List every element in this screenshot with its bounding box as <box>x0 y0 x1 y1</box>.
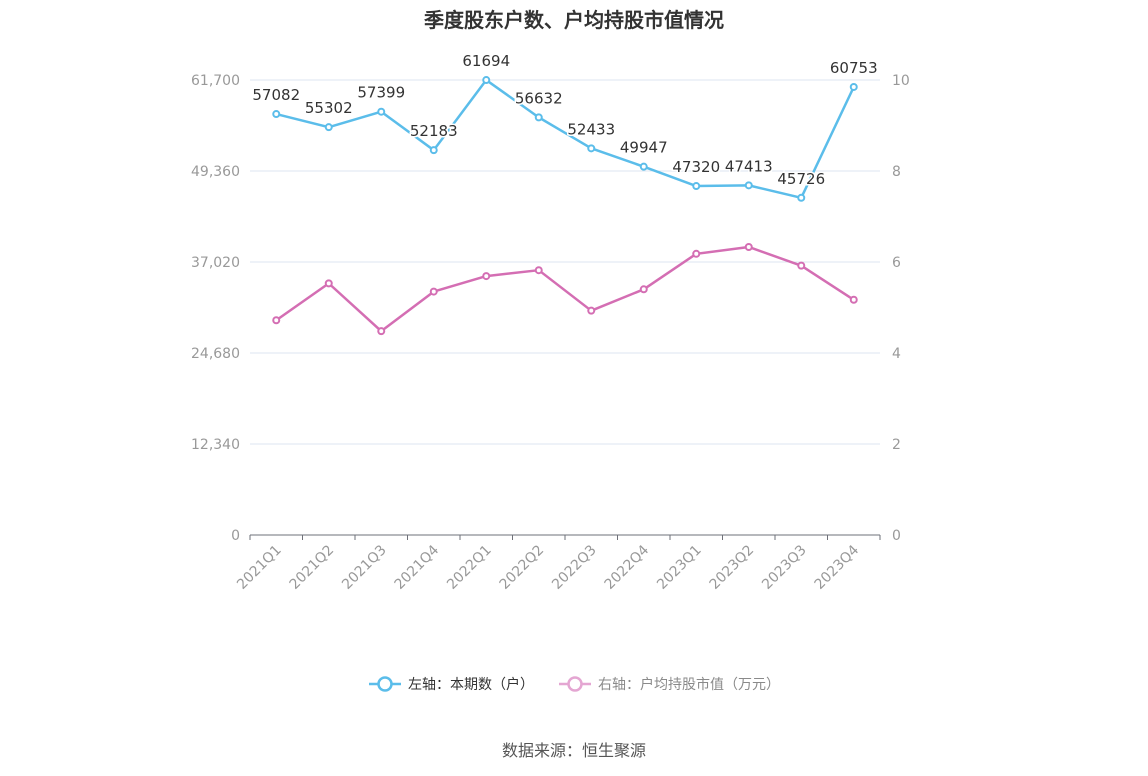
data-point-right <box>324 279 333 288</box>
x-tick-label: 2022Q4 <box>602 542 653 593</box>
source-note: 数据来源：恒生聚源 <box>501 741 646 760</box>
data-point-left <box>744 181 753 190</box>
data-point-left <box>272 110 281 119</box>
data-point-left <box>639 162 648 171</box>
data-point-left <box>482 76 491 85</box>
y-right-tick-label: 4 <box>892 346 901 362</box>
data-point-right <box>377 327 386 336</box>
y-left-tick-label: 61,700 <box>191 73 240 89</box>
data-point-right <box>534 266 543 275</box>
data-point-left <box>534 113 543 122</box>
legend: 左轴：本期数（户） 右轴：户均持股市值（万元） <box>0 674 1148 694</box>
data-label: 47413 <box>725 157 773 175</box>
series-line-right <box>275 245 855 333</box>
x-tick-label: 2023Q3 <box>759 542 810 593</box>
data-point-right <box>692 249 701 258</box>
data-point-left <box>692 182 701 191</box>
legend-right-swatch-icon <box>559 676 591 692</box>
y-right-tick-label: 2 <box>892 437 901 453</box>
data-label: 61694 <box>462 52 510 70</box>
legend-item-left-series[interactable]: 左轴：本期数（户） <box>368 674 534 694</box>
x-tick-label: 2023Q2 <box>707 542 758 593</box>
data-point-right <box>429 287 438 296</box>
legend-item-right-series[interactable]: 右轴：户均持股市值（万元） <box>558 674 780 694</box>
x-tick-label: 2022Q2 <box>497 542 548 593</box>
chart-title: 季度股东户数、户均持股市值情况 <box>424 8 724 32</box>
data-point-right <box>639 285 648 294</box>
x-tick-label: 2021Q1 <box>234 542 285 593</box>
data-point-right <box>744 242 753 251</box>
data-point-left <box>324 123 333 132</box>
y-right-tick-label: 8 <box>892 164 901 180</box>
x-tick-label: 2021Q3 <box>339 542 390 593</box>
data-label: 57399 <box>357 84 405 102</box>
y-right-tick-label: 6 <box>892 255 901 271</box>
data-label: 45726 <box>777 170 825 188</box>
data-label: 56632 <box>515 89 563 107</box>
series-layer <box>272 76 858 336</box>
y-right-tick-label: 10 <box>892 73 910 89</box>
data-point-left <box>797 193 806 202</box>
data-point-right <box>849 295 858 304</box>
x-tick-label: 2023Q1 <box>654 542 705 593</box>
legend-left-swatch-icon <box>369 676 401 692</box>
data-point-left <box>587 144 596 153</box>
x-tick-label: 2022Q1 <box>444 542 495 593</box>
legend-left-label: 左轴：本期数（户） <box>408 677 534 693</box>
data-point-right <box>482 272 491 281</box>
data-point-left <box>429 146 438 155</box>
series-line-left <box>275 78 855 200</box>
y-left-tick-label: 0 <box>231 528 240 544</box>
data-point-right <box>797 261 806 270</box>
data-label: 57082 <box>252 86 300 104</box>
y-right-tick-label: 0 <box>892 528 901 544</box>
data-label: 55302 <box>305 99 353 117</box>
y-left-tick-label: 37,020 <box>191 255 240 271</box>
y-left-tick-label: 49,360 <box>191 164 240 180</box>
y-left-tick-label: 12,340 <box>191 437 240 453</box>
y-left-tick-label: 24,680 <box>191 346 240 362</box>
data-label: 52183 <box>410 122 458 140</box>
data-label: 52433 <box>567 120 615 138</box>
x-tick-label: 2022Q3 <box>549 542 600 593</box>
data-label: 60753 <box>830 59 878 77</box>
grid-layer <box>250 79 880 445</box>
axis-layer: 0 12,340 24,680 37,020 49,360 61,700 0 2 4 6 8 10 20… <box>191 73 910 593</box>
data-label: 47320 <box>672 158 720 176</box>
x-tick-label: 2021Q2 <box>287 542 338 593</box>
data-point-left <box>377 107 386 116</box>
data-point-right <box>272 316 281 325</box>
x-tick-label: 2021Q4 <box>392 542 443 593</box>
data-point-right <box>587 306 596 315</box>
data-point-left <box>849 82 858 91</box>
x-tick-label: 2023Q4 <box>812 542 863 593</box>
legend-right-label: 右轴：户均持股市值（万元） <box>598 677 780 693</box>
data-label: 49947 <box>620 139 668 157</box>
